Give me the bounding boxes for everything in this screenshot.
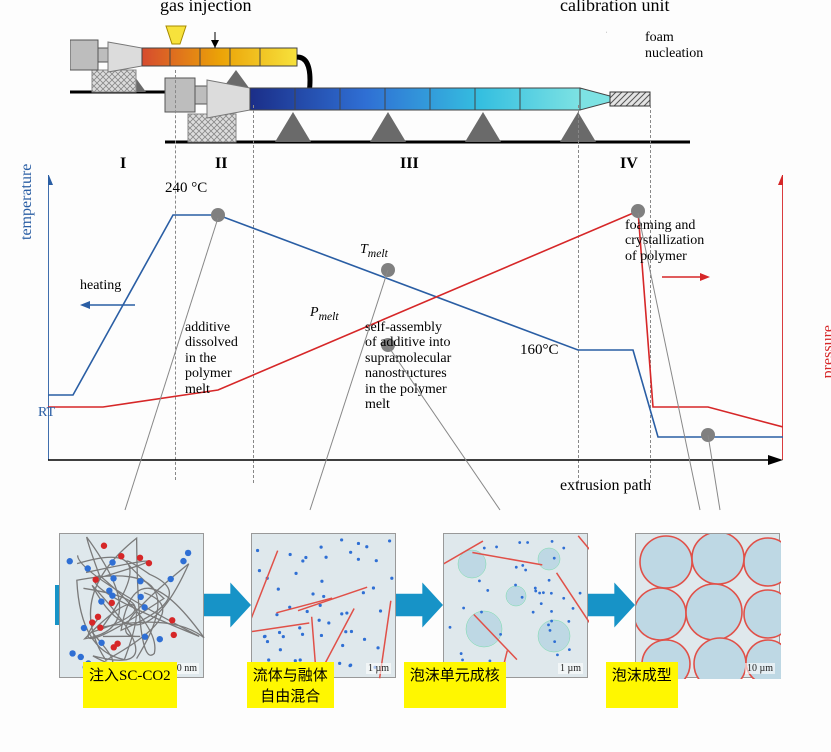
tile-captions: 注入SC-CO2 流体与融体 自由混合 泡沫单元成核 泡沫成型 bbox=[55, 662, 780, 708]
caption-2: 流体与融体 自由混合 bbox=[247, 662, 334, 708]
arrow-icon bbox=[396, 575, 443, 635]
zone-3-label: III bbox=[400, 155, 419, 173]
tile-1: 10 nm bbox=[59, 533, 204, 678]
arrow-icon bbox=[588, 575, 635, 635]
foaming-arrow-icon bbox=[662, 270, 712, 284]
pmelt-label: Pmelt bbox=[310, 305, 339, 324]
caption-4: 泡沫成型 bbox=[606, 662, 678, 708]
heating-arrow-icon bbox=[80, 298, 140, 312]
arrow-icon bbox=[204, 575, 251, 635]
heating-label: heating bbox=[80, 278, 121, 293]
apparatus-diagram bbox=[70, 20, 780, 150]
caption-1: 注入SC-CO2 bbox=[83, 662, 177, 708]
zone-2-label: II bbox=[215, 155, 227, 173]
foaming-label: foaming and crystallization of polymer bbox=[625, 218, 704, 264]
temp-240-label: 240 °C bbox=[165, 180, 207, 197]
tile-4: 10 µm bbox=[635, 533, 780, 678]
zone-4-label: IV bbox=[620, 155, 638, 173]
caption-3: 泡沫单元成核 bbox=[404, 662, 506, 708]
temperature-axis-label: temperature bbox=[18, 164, 36, 240]
tmelt-label: Tmelt bbox=[360, 242, 388, 261]
pressure-axis-label: pressure bbox=[819, 325, 831, 378]
calibration-unit-label: calibration unit bbox=[560, 0, 669, 16]
rt-label: RT bbox=[38, 405, 55, 420]
temp-160-label: 160°C bbox=[520, 342, 559, 359]
zone-1-label: I bbox=[120, 155, 126, 173]
xaxis-label: extrusion path bbox=[560, 477, 651, 495]
tile-3: 1 µm bbox=[443, 533, 588, 678]
tile-2: 1 µm bbox=[251, 533, 396, 678]
additive-label: additive dissolved in the polymer melt bbox=[185, 320, 238, 397]
selfassembly-label: self-assembly of additive into supramole… bbox=[365, 320, 451, 412]
gas-injection-label: gas injection bbox=[160, 0, 251, 16]
